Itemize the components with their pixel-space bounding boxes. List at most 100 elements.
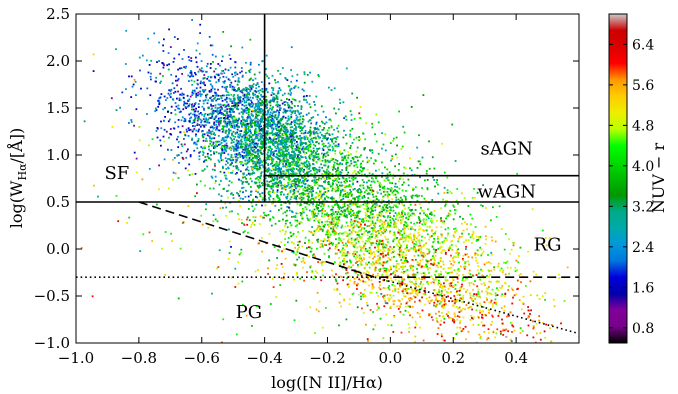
- data-point: [196, 117, 199, 120]
- data-point: [278, 160, 281, 163]
- data-point: [311, 80, 314, 83]
- data-point: [210, 108, 213, 111]
- data-point: [253, 156, 256, 159]
- data-point: [258, 148, 261, 150]
- data-point: [224, 120, 227, 123]
- data-point: [304, 156, 307, 158]
- data-point: [290, 180, 293, 183]
- data-point: [254, 177, 257, 180]
- data-point: [260, 172, 263, 175]
- data-point: [211, 130, 214, 133]
- data-point: [165, 99, 167, 101]
- data-point: [219, 143, 222, 146]
- data-point: [139, 69, 141, 72]
- data-point: [358, 136, 360, 138]
- data-point: [290, 157, 293, 160]
- data-point: [260, 171, 263, 173]
- data-point: [317, 220, 319, 223]
- data-point: [360, 236, 363, 239]
- data-point: [367, 192, 370, 195]
- data-point: [346, 260, 348, 263]
- data-point: [367, 231, 370, 233]
- data-point: [321, 140, 323, 143]
- data-point: [341, 159, 343, 162]
- data-point: [372, 251, 375, 253]
- data-point: [197, 106, 200, 108]
- data-point: [375, 260, 378, 262]
- data-point: [158, 164, 160, 167]
- data-point: [198, 151, 201, 154]
- data-point: [374, 209, 377, 212]
- data-point: [291, 216, 293, 218]
- data-point: [298, 188, 301, 191]
- data-point: [308, 95, 311, 97]
- data-point: [361, 197, 364, 199]
- data-point: [157, 99, 159, 102]
- data-point: [279, 172, 282, 175]
- data-point: [285, 220, 287, 222]
- data-point: [266, 104, 268, 107]
- data-point: [177, 154, 180, 156]
- data-point: [382, 241, 384, 244]
- data-point: [386, 191, 389, 193]
- data-point: [432, 277, 434, 280]
- data-point: [169, 128, 172, 130]
- data-point: [251, 173, 253, 175]
- data-point: [249, 105, 252, 108]
- data-point: [403, 228, 406, 231]
- data-point: [323, 244, 326, 246]
- data-point: [306, 165, 309, 167]
- data-point: [335, 137, 337, 139]
- data-point: [345, 272, 347, 275]
- data-point: [205, 94, 207, 97]
- data-point: [274, 169, 277, 171]
- data-point: [219, 170, 222, 173]
- data-point: [401, 183, 404, 186]
- data-point: [463, 197, 466, 199]
- data-point: [232, 97, 235, 100]
- data-point: [227, 103, 230, 106]
- data-point: [376, 191, 379, 194]
- data-point: [269, 123, 271, 126]
- data-point: [477, 236, 480, 238]
- data-point: [305, 95, 308, 97]
- data-point: [301, 217, 304, 220]
- data-point: [195, 96, 197, 98]
- data-point: [414, 273, 417, 276]
- data-point: [454, 284, 457, 286]
- data-point: [242, 98, 245, 100]
- data-point: [322, 207, 324, 210]
- data-point: [288, 202, 291, 205]
- data-point: [332, 166, 335, 169]
- data-point: [257, 150, 260, 153]
- data-point: [275, 267, 278, 270]
- data-point: [326, 151, 329, 154]
- data-point: [154, 110, 157, 113]
- data-point: [477, 238, 480, 241]
- data-point: [153, 32, 156, 35]
- data-point: [191, 104, 193, 106]
- data-point: [177, 135, 179, 138]
- data-point: [207, 132, 210, 134]
- data-point: [194, 103, 196, 105]
- data-point: [217, 88, 219, 91]
- data-point: [300, 112, 302, 114]
- data-point: [223, 94, 226, 97]
- data-point: [348, 213, 351, 215]
- data-point: [386, 210, 388, 212]
- data-point: [250, 132, 252, 134]
- data-point: [249, 119, 252, 122]
- data-point: [325, 121, 328, 124]
- data-point: [404, 309, 407, 312]
- data-point: [258, 162, 261, 164]
- data-point: [350, 215, 352, 217]
- data-point: [233, 119, 236, 122]
- data-point: [237, 104, 240, 107]
- data-point: [239, 146, 242, 149]
- data-point: [286, 128, 289, 131]
- data-point: [398, 110, 400, 113]
- data-point: [414, 209, 417, 211]
- data-point: [337, 218, 340, 221]
- data-point: [393, 215, 395, 217]
- data-point: [282, 130, 285, 133]
